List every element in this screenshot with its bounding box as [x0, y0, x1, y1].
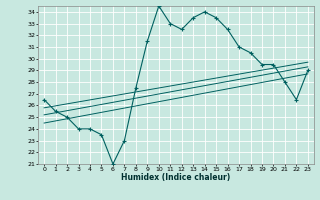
X-axis label: Humidex (Indice chaleur): Humidex (Indice chaleur)	[121, 173, 231, 182]
